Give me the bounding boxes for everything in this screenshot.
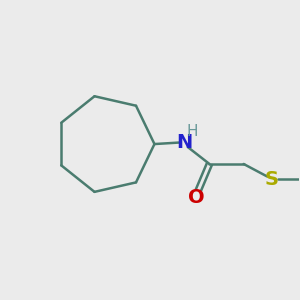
Text: H: H: [187, 124, 198, 139]
Text: N: N: [176, 133, 192, 152]
Text: O: O: [188, 188, 205, 207]
Text: S: S: [265, 170, 279, 189]
